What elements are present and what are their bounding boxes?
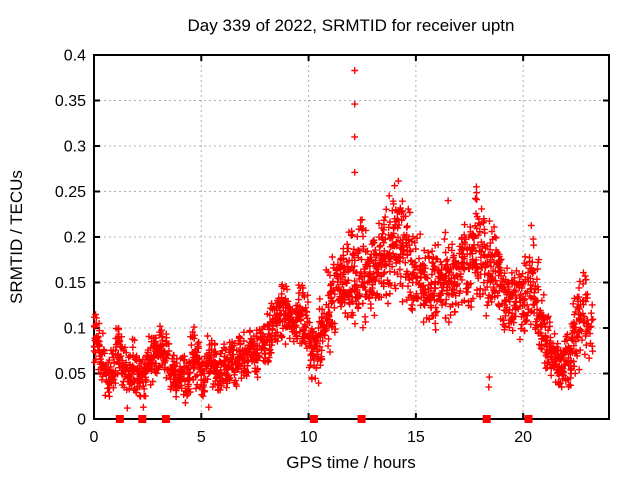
y-tick-labels: 0 0.05 0.1 0.15 0.2 0.25 0.3 0.35 0.4 xyxy=(55,48,86,429)
x-tick-label: 15 xyxy=(407,429,425,446)
x-axis-label: GPS time / hours xyxy=(286,453,415,472)
axis-flag-square xyxy=(309,415,318,423)
y-tick-label: 0.3 xyxy=(64,139,86,156)
x-tick-label: 5 xyxy=(197,429,206,446)
chart-title: Day 339 of 2022, SRMTID for receiver upt… xyxy=(188,16,515,35)
y-tick-label: 0.2 xyxy=(64,230,86,247)
y-tick-label: 0.4 xyxy=(64,48,86,65)
axis-flag-square xyxy=(524,415,533,423)
axis-flag-square xyxy=(138,415,147,423)
x-tick-labels: 0 5 10 15 20 xyxy=(90,429,533,446)
y-tick-label: 0.1 xyxy=(64,321,86,338)
y-tick-label: 0.15 xyxy=(55,275,86,292)
y-tick-label: 0.25 xyxy=(55,184,86,201)
axis-flag-square xyxy=(161,415,170,423)
scatter-points xyxy=(90,67,597,412)
y-tick-label: 0.35 xyxy=(55,93,86,110)
x-tick-label: 0 xyxy=(90,429,99,446)
x-tick-label: 20 xyxy=(514,429,532,446)
axis-flag-squares xyxy=(115,415,533,423)
x-tick-label: 10 xyxy=(300,429,318,446)
y-axis-label: SRMTID / TECUs xyxy=(7,170,26,304)
plot-border xyxy=(93,54,610,420)
y-tick-label: 0.05 xyxy=(55,366,86,383)
axis-flag-square xyxy=(357,415,366,423)
axis-flag-square xyxy=(482,415,491,423)
axis-flag-square xyxy=(115,415,124,423)
y-tick-label: 0 xyxy=(77,412,86,429)
